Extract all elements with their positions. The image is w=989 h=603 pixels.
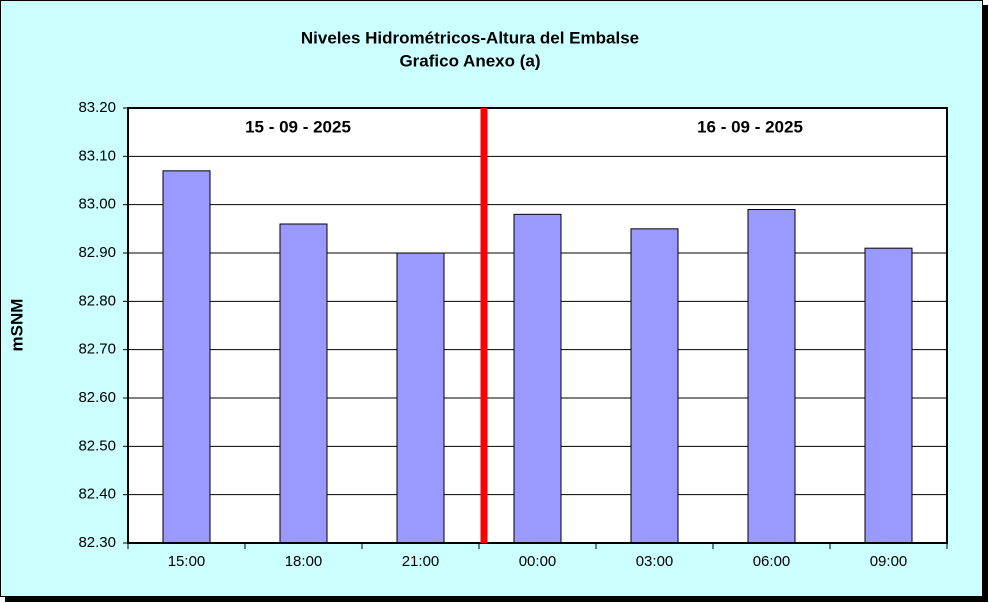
- y-tick-label: 82.50: [78, 437, 116, 454]
- bar: [864, 247, 913, 544]
- plot-border: [127, 107, 948, 544]
- x-tick-label: 18:00: [285, 553, 323, 570]
- date-annotation: 15 - 09 - 2025: [245, 117, 351, 136]
- date-annotation: 16 - 09 - 2025: [697, 117, 803, 136]
- y-tick-label: 83.20: [78, 99, 116, 116]
- chart-subtitle: Grafico Anexo (a): [399, 51, 540, 70]
- y-tick-label: 83.10: [78, 147, 116, 164]
- x-tick-label: 06:00: [753, 553, 791, 570]
- x-tick-label: 09:00: [870, 553, 908, 570]
- x-tick-label: 00:00: [519, 553, 557, 570]
- bar: [396, 252, 445, 544]
- bar: [279, 223, 328, 544]
- y-tick-label: 82.60: [78, 389, 116, 406]
- chart-title: Niveles Hidrométricos-Altura del Embalse: [301, 28, 639, 47]
- x-tick-label: 15:00: [168, 553, 206, 570]
- bar: [630, 228, 679, 544]
- x-tick-label: 21:00: [402, 553, 440, 570]
- bar: [162, 170, 211, 544]
- bar: [747, 209, 796, 544]
- y-tick-label: 82.40: [78, 486, 116, 503]
- y-axis-label: mSNM: [7, 299, 26, 352]
- y-tick-label: 83.00: [78, 196, 116, 213]
- y-tick-label: 82.80: [78, 292, 116, 309]
- y-tick-label: 82.30: [78, 534, 116, 551]
- x-tick-label: 03:00: [636, 553, 674, 570]
- bar: [513, 213, 562, 544]
- y-tick-label: 82.90: [78, 244, 116, 261]
- y-tick-label: 82.70: [78, 341, 116, 358]
